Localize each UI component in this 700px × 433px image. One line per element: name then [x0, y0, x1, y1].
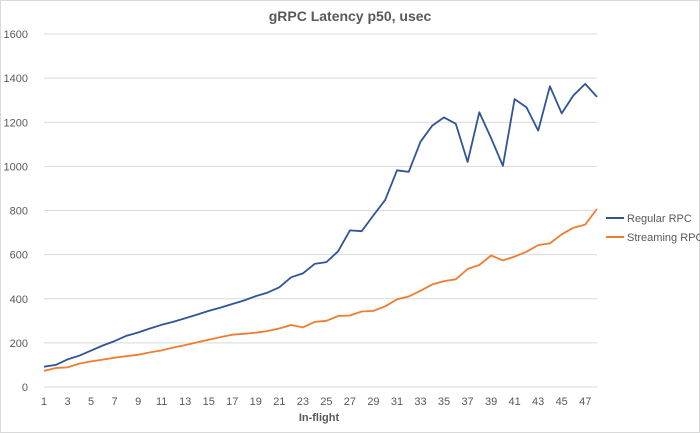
x-tick-label: 3: [64, 396, 70, 408]
y-tick-label: 1000: [4, 161, 28, 173]
y-tick-label: 200: [10, 338, 28, 350]
x-tick-label: 25: [320, 396, 332, 408]
x-tick-label: 15: [203, 396, 215, 408]
x-tick-label: 35: [438, 396, 450, 408]
x-tick-label: 19: [250, 396, 262, 408]
series-line-streaming-rpc: [43, 208, 598, 372]
series-lines: [43, 83, 598, 372]
x-tick-label: 31: [391, 396, 403, 408]
x-tick-label: 43: [532, 396, 544, 408]
y-tick-label: 400: [10, 294, 28, 306]
x-axis-label: In-flight: [299, 412, 340, 424]
x-tick-label: 45: [556, 396, 568, 408]
legend: Regular RPC Streaming RPC: [606, 213, 700, 244]
x-tick-label: 1: [41, 396, 47, 408]
y-tick-label: 800: [10, 206, 28, 218]
x-tick-label: 11: [156, 396, 167, 408]
y-axis-ticks: 0 200 400 600 800 1000 1200 1400 1600: [4, 29, 28, 394]
legend-label-regular-rpc: Regular RPC: [627, 213, 692, 225]
x-tick-label: 33: [414, 396, 426, 408]
x-tick-label: 27: [344, 396, 356, 408]
x-tick-label: 5: [88, 396, 94, 408]
x-tick-label: 39: [485, 396, 497, 408]
x-tick-label: 37: [461, 396, 473, 408]
x-tick-label: 21: [273, 396, 285, 408]
legend-label-streaming-rpc: Streaming RPC: [627, 232, 700, 244]
x-axis-ticks: 1 3 5 7 9 11 13 15 17 19 21 23 25 27 29 31 33 35 37 39 41 43 4…: [41, 396, 591, 408]
x-tick-label: 47: [579, 396, 591, 408]
y-tick-label: 1400: [4, 73, 28, 85]
x-tick-label: 13: [179, 396, 191, 408]
series-line-regular-rpc: [43, 83, 598, 368]
x-tick-label: 41: [509, 396, 521, 408]
y-tick-label: 600: [10, 250, 28, 262]
y-tick-label: 1600: [4, 29, 28, 41]
x-tick-label: 29: [367, 396, 379, 408]
chart-title: gRPC Latency p50, usec: [269, 8, 432, 24]
y-tick-label: 0: [22, 382, 28, 394]
gridlines: [44, 33, 597, 344]
x-tick-label: 23: [297, 396, 309, 408]
x-tick-label: 9: [135, 396, 141, 408]
x-tick-label: 17: [226, 396, 238, 408]
x-tick-label: 7: [112, 396, 118, 408]
y-tick-label: 1200: [4, 117, 28, 129]
